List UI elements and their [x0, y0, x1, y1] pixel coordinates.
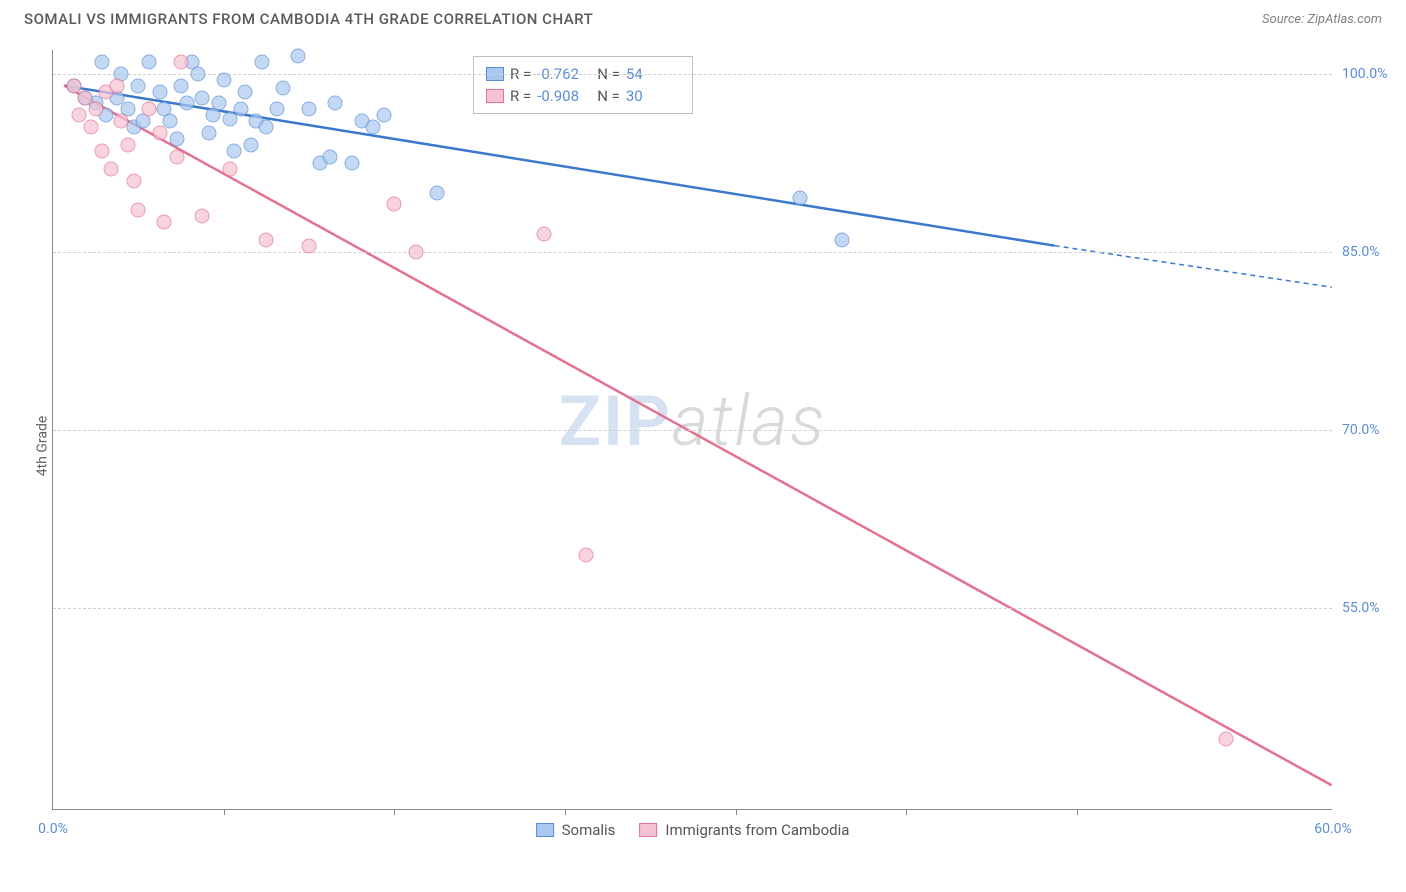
point-somalis — [259, 120, 274, 135]
legend-swatch-icon — [536, 823, 554, 837]
point-somalis — [142, 54, 157, 69]
point-somalis — [163, 114, 178, 129]
point-cambodia — [127, 173, 142, 188]
legend-item-cambodia: Immigrants from Cambodia — [639, 821, 849, 839]
x-tick-mark — [224, 809, 225, 815]
y-tick-label: 70.0% — [1342, 422, 1404, 438]
y-tick-label: 100.0% — [1342, 66, 1404, 82]
point-somalis — [255, 54, 270, 69]
point-cambodia — [152, 126, 167, 141]
x-tick-mark — [394, 809, 395, 815]
point-somalis — [201, 126, 216, 141]
x-tick-label: 0.0% — [38, 821, 68, 837]
point-somalis — [195, 90, 210, 105]
chart-title: SOMALI VS IMMIGRANTS FROM CAMBODIA 4TH G… — [24, 10, 593, 28]
x-tick-label: 60.0% — [1314, 821, 1352, 837]
chart-plot-area: ZIPatlas R = -0.762 N = 54 R = -0.908 N … — [52, 50, 1332, 810]
point-cambodia — [71, 108, 86, 123]
point-cambodia — [114, 114, 129, 129]
watermark: ZIPatlas — [559, 380, 827, 462]
point-somalis — [227, 143, 242, 158]
y-axis-label: 4th Grade — [34, 416, 50, 477]
point-somalis — [276, 81, 291, 96]
gridline — [53, 252, 1332, 253]
point-somalis — [344, 155, 359, 170]
series-legend: Somalis Immigrants from Cambodia — [536, 821, 850, 839]
point-cambodia — [579, 547, 594, 562]
point-somalis — [302, 102, 317, 117]
point-somalis — [174, 78, 189, 93]
point-somalis — [366, 120, 381, 135]
point-cambodia — [408, 244, 423, 259]
point-somalis — [244, 138, 259, 153]
point-somalis — [95, 54, 110, 69]
point-cambodia — [223, 161, 238, 176]
point-cambodia — [110, 78, 125, 93]
point-somalis — [835, 233, 850, 248]
x-tick-mark — [565, 809, 566, 815]
point-cambodia — [131, 203, 146, 218]
gridline — [53, 430, 1332, 431]
point-somalis — [238, 84, 253, 99]
point-somalis — [291, 48, 306, 63]
point-cambodia — [142, 102, 157, 117]
gridline — [53, 74, 1332, 75]
point-cambodia — [156, 215, 171, 230]
point-somalis — [233, 102, 248, 117]
correlation-legend: R = -0.762 N = 54 R = -0.908 N = 30 — [473, 56, 693, 114]
point-cambodia — [1219, 731, 1234, 746]
legend-swatch-icon — [639, 823, 657, 837]
point-somalis — [327, 96, 342, 111]
legend-row: R = -0.908 N = 30 — [486, 85, 680, 107]
point-cambodia — [95, 143, 110, 158]
point-somalis — [270, 102, 285, 117]
point-cambodia — [84, 120, 99, 135]
point-cambodia — [103, 161, 118, 176]
point-somalis — [152, 84, 167, 99]
point-cambodia — [302, 238, 317, 253]
source-label: Source: ZipAtlas.com — [1262, 12, 1382, 27]
point-cambodia — [120, 138, 135, 153]
legend-swatch-cambodia — [486, 89, 504, 103]
legend-item-somalis: Somalis — [536, 821, 616, 839]
point-cambodia — [169, 149, 184, 164]
point-somalis — [376, 108, 391, 123]
point-cambodia — [387, 197, 402, 212]
point-cambodia — [195, 209, 210, 224]
point-cambodia — [536, 227, 551, 242]
y-tick-label: 85.0% — [1342, 244, 1404, 260]
point-cambodia — [174, 54, 189, 69]
point-cambodia — [259, 233, 274, 248]
point-somalis — [216, 72, 231, 87]
point-somalis — [792, 191, 807, 206]
point-somalis — [131, 78, 146, 93]
x-tick-mark — [1077, 809, 1078, 815]
gridline — [53, 608, 1332, 609]
point-somalis — [191, 66, 206, 81]
y-tick-label: 55.0% — [1342, 600, 1404, 616]
x-tick-mark — [906, 809, 907, 815]
point-somalis — [180, 96, 195, 111]
x-tick-mark — [736, 809, 737, 815]
point-somalis — [323, 149, 338, 164]
point-somalis — [169, 132, 184, 147]
point-somalis — [430, 185, 445, 200]
point-somalis — [212, 96, 227, 111]
point-cambodia — [88, 102, 103, 117]
